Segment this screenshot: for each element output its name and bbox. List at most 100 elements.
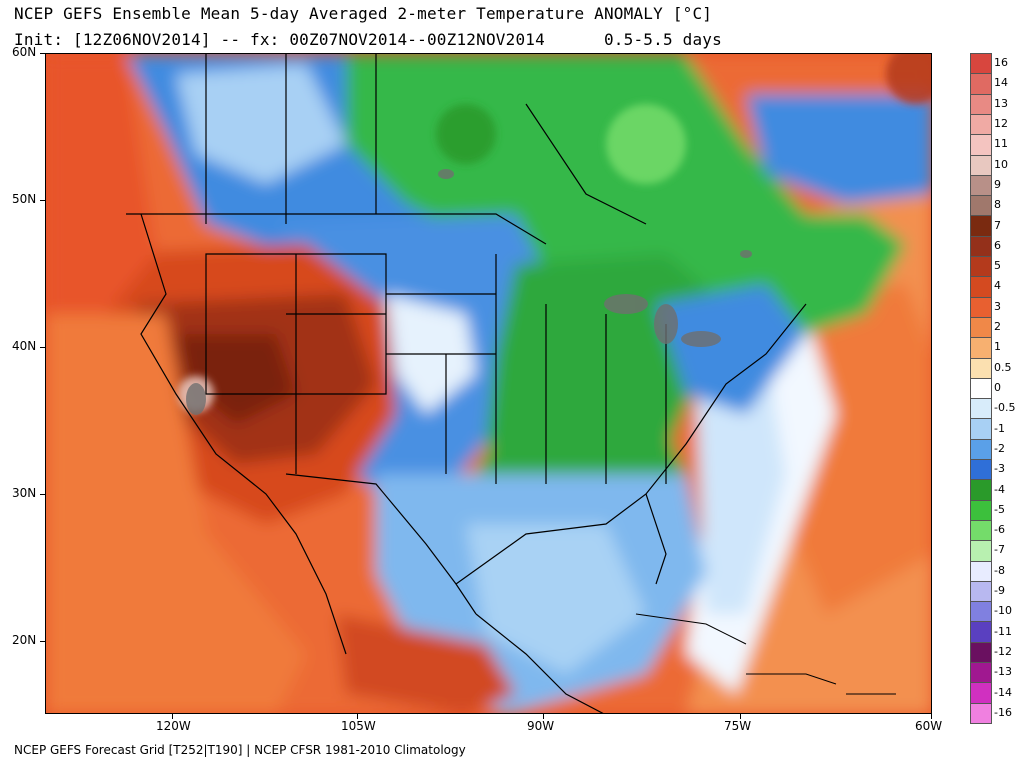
colorbar-label: 10 xyxy=(994,157,1008,171)
colorbar-swatch xyxy=(970,337,992,359)
colorbar-label: -2 xyxy=(994,441,1005,455)
colorbar-swatch xyxy=(970,235,992,258)
anomaly-map xyxy=(45,53,932,714)
west-coastline xyxy=(140,213,347,655)
colorbar-label: 9 xyxy=(994,177,1001,191)
colorbar-label: -13 xyxy=(994,665,1012,679)
colorbar-label: 6 xyxy=(994,238,1001,252)
colorbar-swatch xyxy=(970,154,992,176)
chart-title: NCEP GEFS Ensemble Mean 5-day Averaged 2… xyxy=(14,4,713,23)
colorbar-label: -8 xyxy=(994,563,1005,577)
colorbar-swatch xyxy=(970,641,992,664)
colorbar-swatch xyxy=(970,93,992,115)
colorbar-label: 16 xyxy=(994,56,1008,70)
colorbar-swatch xyxy=(970,560,992,582)
colorbar-label: 13 xyxy=(994,96,1008,110)
colorbar-label: -9 xyxy=(994,584,1005,598)
lat-tick xyxy=(40,494,45,495)
lat-tick xyxy=(40,347,45,348)
colorbar-swatch xyxy=(970,621,992,643)
colorbar-swatch xyxy=(970,438,992,461)
colorbar-label: -4 xyxy=(994,482,1005,496)
colorbar-swatch xyxy=(970,134,992,156)
colorbar-swatch xyxy=(970,499,992,521)
colorbar-swatch xyxy=(970,479,992,501)
lakes-layer xyxy=(186,169,752,415)
colorbar-label: -6 xyxy=(994,523,1005,537)
footer-credits: NCEP GEFS Forecast Grid [T252|T190] | NC… xyxy=(14,743,466,757)
lat-label: 60N xyxy=(12,45,37,59)
us-canada-border xyxy=(126,213,547,245)
colorbar-swatch xyxy=(970,215,992,237)
canadian-provinces xyxy=(205,54,647,225)
colorbar-swatch xyxy=(970,682,992,704)
colorbar-swatch xyxy=(970,540,992,562)
florida-outline xyxy=(645,493,667,585)
colorbar-label: 0 xyxy=(994,381,1001,394)
colorbar-swatch xyxy=(970,702,992,724)
colorbar-swatch xyxy=(970,662,992,684)
lon-label: 105W xyxy=(341,719,376,733)
colorbar-label: 4 xyxy=(994,279,1001,293)
map-canvas xyxy=(46,54,931,713)
colorbar-swatch xyxy=(970,53,992,75)
colorbar-label: 2 xyxy=(994,320,1001,334)
colorbar-swatch xyxy=(970,398,992,420)
colorbar-label: -0.5 xyxy=(994,401,1016,415)
lon-label: 75W xyxy=(724,719,752,733)
lon-label: 120W xyxy=(156,719,191,733)
colorbar-label: -7 xyxy=(994,543,1005,557)
colorbar-label: -5 xyxy=(994,502,1005,516)
colorbar-label: 1 xyxy=(994,340,1001,354)
lon-label: 90W xyxy=(527,719,555,733)
colorbar-swatch xyxy=(970,296,992,318)
colorbar-swatch xyxy=(970,601,992,623)
colorbar-swatch xyxy=(970,377,992,400)
colorbar-label: -16 xyxy=(994,705,1012,719)
colorbar-swatch xyxy=(970,459,992,481)
colorbar-swatch xyxy=(970,519,992,542)
colorbar-label: 7 xyxy=(994,218,1001,232)
lon-tick xyxy=(931,714,932,719)
colorbar-label: 12 xyxy=(994,117,1008,131)
colorbar-swatch xyxy=(970,316,992,339)
lat-tick xyxy=(40,200,45,201)
lat-label: 20N xyxy=(12,633,37,647)
borders-layer xyxy=(126,54,807,713)
lon-label: 60W xyxy=(915,719,943,733)
colorbar-label: 8 xyxy=(994,198,1001,212)
mexico-coastline xyxy=(475,613,604,713)
lon-tick xyxy=(543,714,544,719)
lat-label: 40N xyxy=(12,339,37,353)
chart-subtitle: Init: [12Z06NOV2014] -- fx: 00Z07NOV2014… xyxy=(14,30,722,49)
colorbar-swatch xyxy=(970,174,992,197)
lat-label: 50N xyxy=(12,192,37,206)
colorbar-swatch xyxy=(970,113,992,136)
colorbar-label: 11 xyxy=(994,137,1008,151)
colorbar-label: -10 xyxy=(994,604,1012,618)
lon-tick xyxy=(740,714,741,719)
state-lines xyxy=(205,253,667,484)
lon-tick xyxy=(172,714,173,719)
colorbar-swatch xyxy=(970,276,992,298)
colorbar-label: 3 xyxy=(994,299,1001,313)
lat-label: 30N xyxy=(12,486,37,500)
colorbar-swatch xyxy=(970,357,992,379)
caribbean-islands xyxy=(635,613,896,695)
colorbar-swatch xyxy=(970,195,992,217)
colorbar-label: -11 xyxy=(994,624,1012,638)
lat-tick xyxy=(40,641,45,642)
colorbar-label: -12 xyxy=(994,644,1012,658)
lat-tick xyxy=(40,53,45,54)
lon-tick xyxy=(357,714,358,719)
colorbar-swatch xyxy=(970,580,992,603)
colorbar-label: 5 xyxy=(994,259,1001,273)
colorbar-label: -3 xyxy=(994,462,1005,476)
colorbar-swatch xyxy=(970,256,992,278)
colorbar-swatch xyxy=(970,418,992,440)
us-mexico-border xyxy=(285,473,477,615)
colorbar-label: -14 xyxy=(994,685,1012,699)
colorbar-label: -1 xyxy=(994,421,1005,435)
colorbar-label: 0.5 xyxy=(994,360,1012,374)
colorbar-swatch xyxy=(970,73,992,95)
